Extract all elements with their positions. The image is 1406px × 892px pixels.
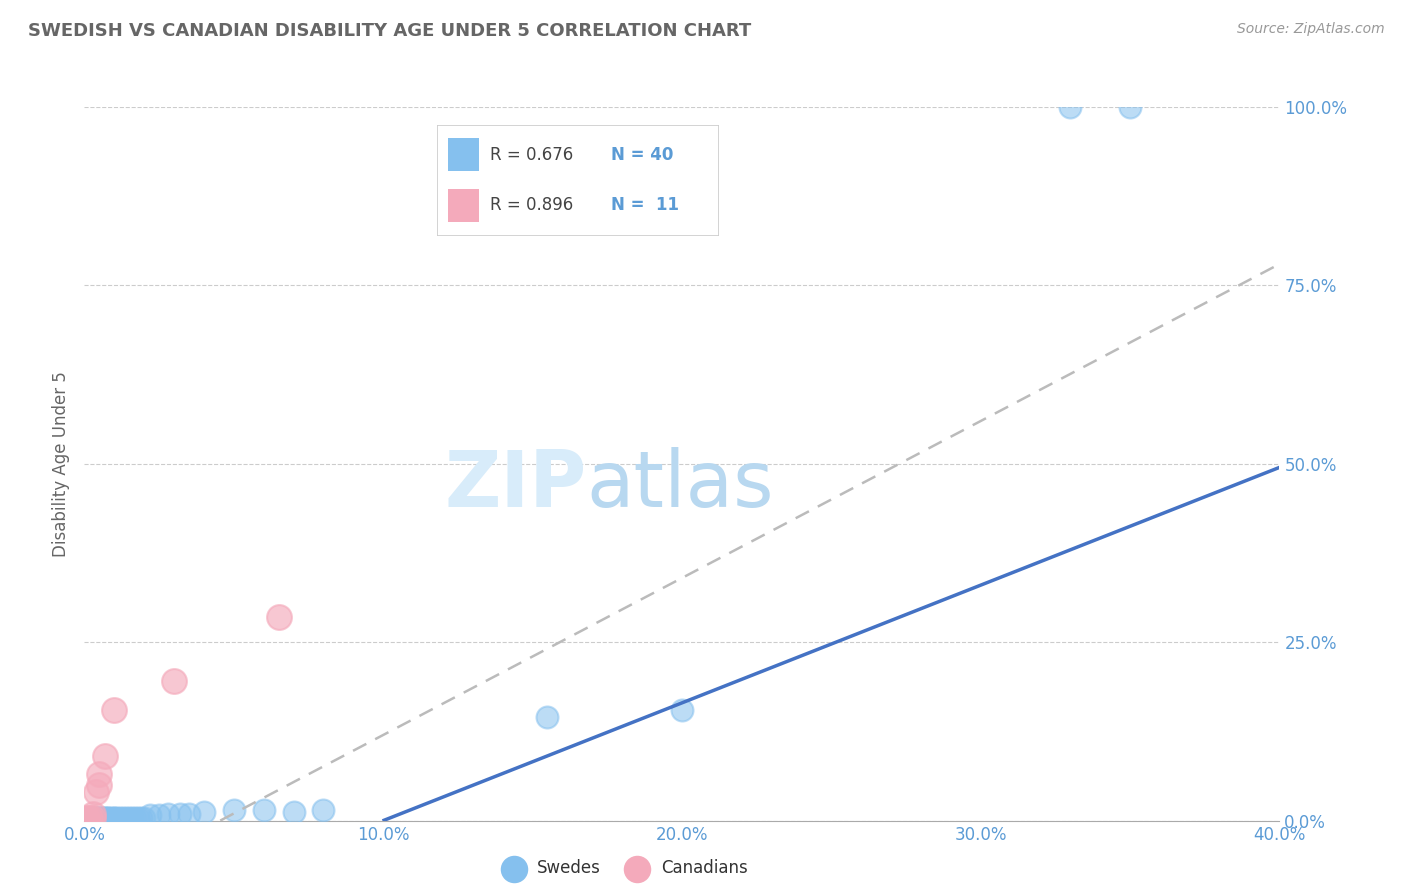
Point [283,805,305,819]
Point [169,806,191,821]
Point [89,812,111,826]
Point [86,812,108,826]
Point [1119,100,1142,114]
Point [97,812,120,826]
Point [312,803,335,817]
Point [86,812,108,826]
Point [127,812,149,826]
Point [193,805,215,819]
Point [89,767,111,781]
Point [124,812,146,826]
Point [177,806,200,821]
Point [1059,100,1081,114]
Point [112,812,135,826]
Y-axis label: Disability Age Under 5: Disability Age Under 5 [52,371,70,557]
Point [157,806,180,821]
Point [118,812,141,826]
Point [82,806,104,821]
Point [79,812,101,826]
Text: R = 0.676: R = 0.676 [491,145,574,164]
Point [267,610,290,624]
Point [105,812,128,826]
Point [76,812,98,826]
Point [79,812,101,826]
Point [671,703,693,717]
Point [115,812,138,826]
Point [94,812,117,826]
Point [82,812,104,826]
Bar [449,138,479,171]
Point [132,812,156,826]
Point [139,808,162,822]
Point [86,785,108,799]
Point [121,812,143,826]
Bar [449,189,479,222]
Point [82,812,104,826]
Point [110,812,132,826]
Text: N =  11: N = 11 [612,195,679,213]
Point [89,812,111,826]
Point [100,812,122,826]
Point [89,778,111,792]
Point [76,812,98,826]
Point [129,812,152,826]
Point [97,812,120,826]
Text: atlas: atlas [586,447,773,524]
Point [91,812,114,826]
Text: Source: ZipAtlas.com: Source: ZipAtlas.com [1237,22,1385,37]
Point [163,674,186,689]
Point [536,710,558,724]
Point [253,803,276,817]
Legend: Swedes, Canadians: Swedes, Canadians [491,853,754,884]
Text: N = 40: N = 40 [612,145,673,164]
Point [94,812,117,826]
Point [91,812,114,826]
Point [103,812,125,826]
Text: SWEDISH VS CANADIAN DISABILITY AGE UNDER 5 CORRELATION CHART: SWEDISH VS CANADIAN DISABILITY AGE UNDER… [28,22,751,40]
Text: R = 0.896: R = 0.896 [491,195,574,213]
Point [222,803,245,817]
Point [148,808,170,822]
Text: ZIP: ZIP [444,447,586,524]
Point [103,812,125,826]
Point [94,749,117,764]
Point [103,703,125,717]
